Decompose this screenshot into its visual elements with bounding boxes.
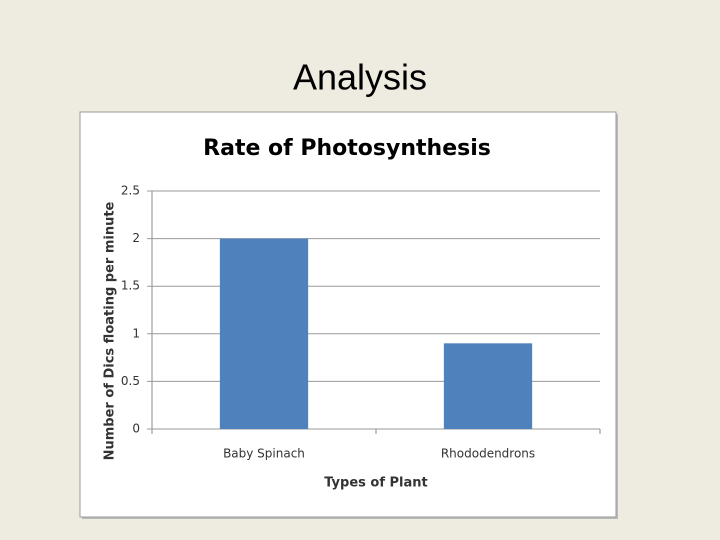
x-tick-label: Baby Spinach (223, 447, 305, 461)
y-tick-label: 2.5 (121, 184, 140, 198)
y-tick-label: 1 (132, 326, 140, 340)
x-axis-label: Types of Plant (324, 476, 428, 491)
chart-title: Rate of Photosynthesis (203, 136, 491, 161)
y-tick-label: 1.5 (121, 279, 140, 293)
y-tick-label: 0 (132, 422, 140, 436)
chart-frame (79, 111, 617, 518)
x-tick-label: Rhododendrons (441, 447, 535, 461)
slide-title: Analysis (293, 57, 427, 98)
y-tick-label: 0.5 (121, 374, 140, 388)
bar (219, 238, 309, 429)
y-axis-label: Number of Dics floating per minute (103, 201, 118, 460)
bar (443, 343, 533, 429)
y-tick-label: 2 (132, 231, 140, 245)
